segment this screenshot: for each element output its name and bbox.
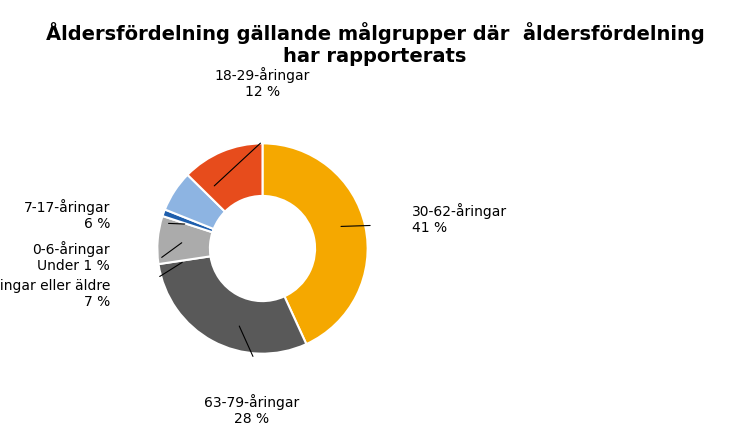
Wedge shape xyxy=(163,209,214,232)
Wedge shape xyxy=(188,143,262,211)
Text: 18-29-åringar
12 %: 18-29-åringar 12 % xyxy=(214,67,310,99)
Text: 7-17-åringar
6 %: 7-17-åringar 6 % xyxy=(24,199,110,231)
Text: 63-79-åringar
28 %: 63-79-åringar 28 % xyxy=(204,394,299,426)
Wedge shape xyxy=(158,256,306,354)
Wedge shape xyxy=(165,175,225,229)
Text: 80-åringar eller äldre
7 %: 80-åringar eller äldre 7 % xyxy=(0,276,110,309)
Wedge shape xyxy=(158,216,212,264)
Text: Åldersfördelning gällande målgrupper där  åldersfördelning
har rapporterats: Åldersfördelning gällande målgrupper där… xyxy=(46,22,704,66)
Text: 30-62-åringar
41 %: 30-62-åringar 41 % xyxy=(412,203,507,235)
Wedge shape xyxy=(262,143,368,344)
Text: 0-6-åringar
Under 1 %: 0-6-åringar Under 1 % xyxy=(32,241,110,273)
